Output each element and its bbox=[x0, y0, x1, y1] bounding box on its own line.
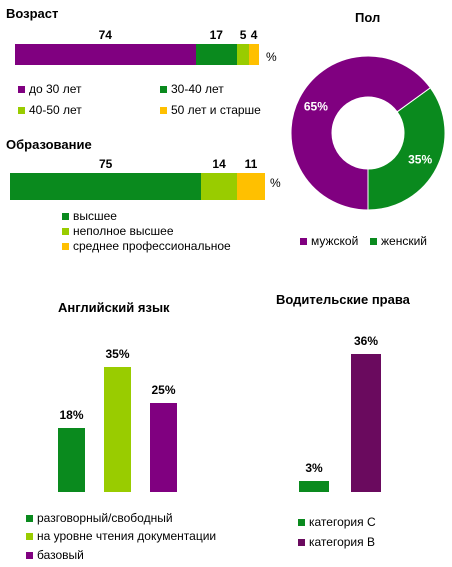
age-legend-label-40-50: 40-50 лет bbox=[29, 103, 82, 117]
education-value-label-1: 14 bbox=[212, 157, 226, 171]
age-legend-40-50: 40-50 лет bbox=[18, 103, 82, 117]
gender-legend-swatch-female bbox=[370, 237, 377, 245]
education-legend-higher: высшее bbox=[62, 209, 117, 223]
education-segment-0 bbox=[10, 173, 202, 200]
education-legend-swatch-incomplete-higher bbox=[62, 227, 69, 235]
age-segment-1 bbox=[195, 44, 238, 65]
age-legend-swatch-under-30 bbox=[18, 85, 25, 93]
age-value-label-0: 74 bbox=[98, 28, 112, 42]
english-legend-basic: базовый bbox=[26, 548, 84, 562]
english-bar-label-1: 35% bbox=[105, 347, 130, 361]
gender-legend-label-female: женский bbox=[381, 234, 427, 248]
age-legend-30-40: 30-40 лет bbox=[160, 82, 224, 96]
license-bar-label-1: 36% bbox=[353, 334, 379, 348]
age-segment-3 bbox=[249, 44, 259, 65]
age-segment-2 bbox=[237, 44, 250, 65]
education-legend-label-vocational: среднее профессиональное bbox=[73, 239, 231, 253]
education-legend-vocational: среднее профессиональное bbox=[62, 239, 231, 253]
gender-donut-chart: 35% 65% bbox=[290, 55, 446, 211]
license-legend-swatch-category-b bbox=[298, 538, 305, 546]
education-segment-2 bbox=[236, 173, 265, 200]
english-legend-swatch-reading bbox=[26, 532, 33, 540]
age-legend-swatch-40-50 bbox=[18, 106, 25, 114]
english-legend-label-reading: на уровне чтения документации bbox=[37, 529, 217, 543]
english-bar-label-2: 25% bbox=[151, 382, 176, 397]
english-bar-2 bbox=[150, 402, 177, 492]
education-legend-swatch-vocational bbox=[62, 242, 69, 250]
gender-slice-label-male: 65% bbox=[304, 99, 328, 113]
license-legend-category-c: категория С bbox=[298, 515, 376, 529]
gender-slice-male bbox=[290, 55, 431, 211]
age-unit: % bbox=[266, 50, 277, 64]
license-bar-0 bbox=[299, 480, 329, 492]
gender-legend-male: мужской bbox=[300, 234, 358, 248]
english-legend-swatch-basic bbox=[26, 551, 33, 559]
education-legend-swatch-higher bbox=[62, 212, 69, 220]
gender-legend-label-male: мужской bbox=[311, 234, 359, 248]
gender-slice-label-female: 35% bbox=[408, 153, 432, 167]
english-legend-fluent: разговорный/свободный bbox=[26, 511, 173, 525]
english-legend-label-basic: базовый bbox=[37, 548, 84, 562]
age-legend-label-30-40: 30-40 лет bbox=[171, 82, 224, 96]
license-bar-label-0: 3% bbox=[305, 460, 323, 475]
gender-legend-female: женский bbox=[370, 234, 427, 248]
age-legend-swatch-50-plus bbox=[160, 106, 167, 114]
english-title: Английский язык bbox=[58, 300, 170, 315]
education-value-label-0: 75 bbox=[98, 157, 113, 171]
english-legend-label-fluent: разговорный/свободный bbox=[37, 511, 173, 525]
education-legend-label-higher: высшее bbox=[73, 209, 117, 223]
gender-slice-female bbox=[367, 87, 446, 211]
english-legend-swatch-fluent bbox=[26, 514, 33, 522]
age-legend-label-under-30: до 30 лет bbox=[29, 82, 82, 96]
age-legend-swatch-30-40 bbox=[160, 85, 167, 93]
license-legend-label-category-c: категория С bbox=[309, 515, 376, 529]
age-segment-0 bbox=[15, 44, 196, 65]
license-legend-label-category-b: категория В bbox=[309, 535, 375, 549]
english-bar-0 bbox=[58, 427, 85, 492]
license-bar-1 bbox=[351, 354, 381, 492]
education-legend-label-incomplete-higher: неполное высшее bbox=[73, 224, 174, 238]
license-legend-category-b: категория В bbox=[298, 535, 375, 549]
education-legend-incomplete-higher: неполное высшее bbox=[62, 224, 174, 238]
age-value-label-1: 17 bbox=[209, 28, 223, 42]
age-legend-under-30: до 30 лет bbox=[18, 82, 81, 96]
education-title: Образование bbox=[6, 137, 92, 152]
english-bar-label-0: 18% bbox=[59, 407, 84, 422]
education-unit: % bbox=[270, 176, 281, 190]
license-title: Водительские права bbox=[276, 292, 410, 307]
age-legend-label-50-plus: 50 лет и старше bbox=[171, 103, 261, 117]
age-value-label-2: 5 bbox=[239, 28, 247, 42]
age-legend-50-plus: 50 лет и старше bbox=[160, 103, 261, 117]
age-value-label-3: 4 bbox=[250, 28, 258, 42]
education-segment-1 bbox=[201, 173, 237, 200]
gender-title: Пол bbox=[355, 10, 381, 25]
age-title: Возраст bbox=[6, 6, 59, 21]
english-bar-1 bbox=[104, 367, 131, 492]
license-legend-swatch-category-c bbox=[298, 518, 305, 526]
education-value-label-2: 11 bbox=[244, 157, 258, 171]
english-legend-reading: на уровне чтения документации bbox=[26, 529, 216, 543]
gender-legend-swatch-male bbox=[300, 237, 307, 245]
